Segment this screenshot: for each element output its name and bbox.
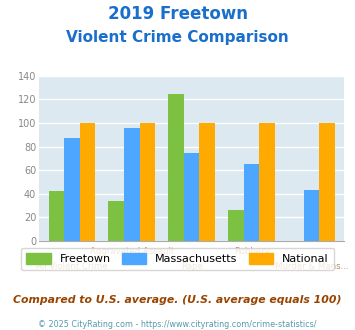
Text: All Violent Crime: All Violent Crime (36, 262, 108, 271)
Text: Violent Crime Comparison: Violent Crime Comparison (66, 30, 289, 45)
Legend: Freetown, Massachusetts, National: Freetown, Massachusetts, National (21, 248, 334, 270)
Text: Aggravated Assault: Aggravated Assault (90, 248, 174, 256)
Bar (49, 191, 64, 241)
Bar (124, 128, 140, 241)
Bar (80, 123, 95, 241)
Bar (109, 201, 124, 241)
Text: Murder & Mans...: Murder & Mans... (275, 262, 348, 271)
Bar (304, 190, 319, 241)
Bar (184, 152, 200, 241)
Bar (140, 123, 155, 241)
Bar (64, 138, 80, 241)
Text: 2019 Freetown: 2019 Freetown (108, 5, 247, 23)
Text: Rape: Rape (181, 262, 203, 271)
Bar (260, 123, 275, 241)
Text: Compared to U.S. average. (U.S. average equals 100): Compared to U.S. average. (U.S. average … (13, 295, 342, 305)
Bar (228, 210, 244, 241)
Text: © 2025 CityRating.com - https://www.cityrating.com/crime-statistics/: © 2025 CityRating.com - https://www.city… (38, 320, 317, 329)
Bar (244, 164, 260, 241)
Bar (168, 94, 184, 241)
Bar (200, 123, 215, 241)
Bar (319, 123, 335, 241)
Text: Robbery: Robbery (234, 248, 269, 256)
